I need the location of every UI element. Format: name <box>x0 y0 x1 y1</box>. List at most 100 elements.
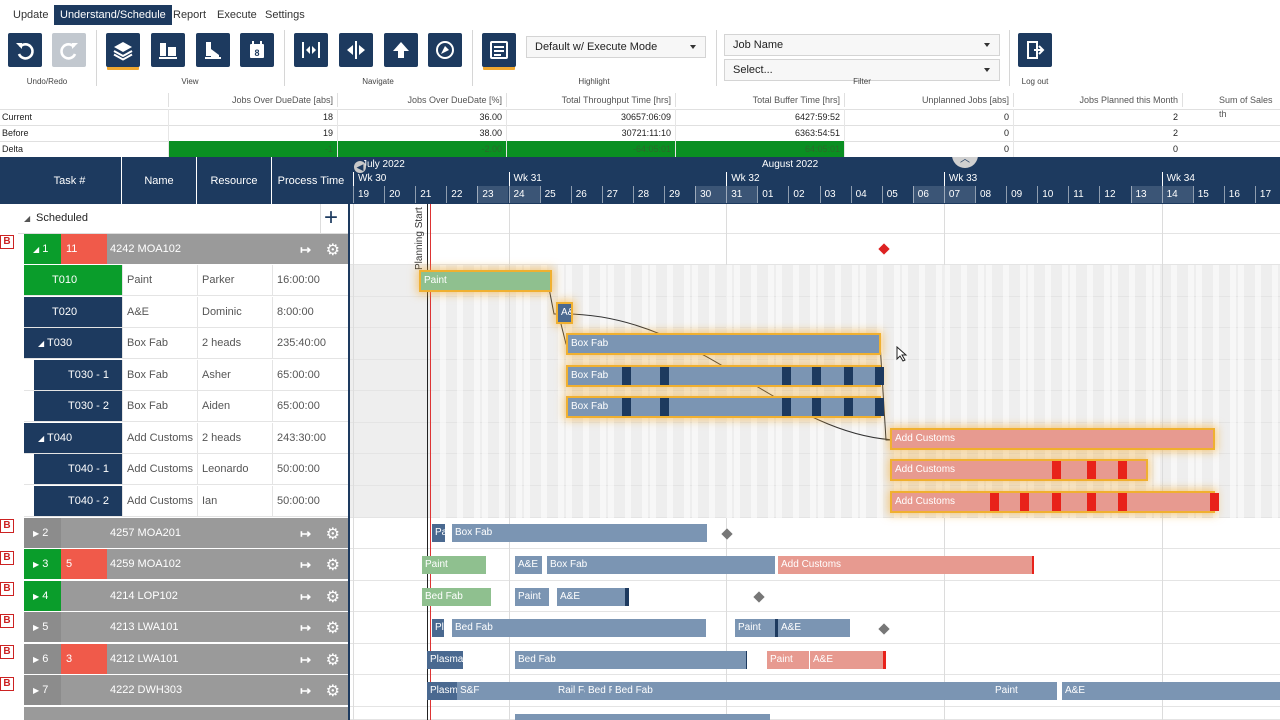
highlight-button[interactable] <box>482 33 516 67</box>
gantt-bar-paint[interactable]: Paint <box>421 272 550 290</box>
gear-icon[interactable]: ⚙ <box>325 652 340 669</box>
column-header-resource[interactable]: Resource <box>197 157 272 204</box>
expand-triangle-icon[interactable]: ▶ <box>33 655 40 664</box>
redo-button[interactable] <box>52 33 86 67</box>
expand-triangle-icon[interactable]: ▶ <box>33 623 40 632</box>
move-to-icon[interactable]: ↦ <box>300 557 311 572</box>
gantt-bar[interactable]: S&F <box>457 682 555 700</box>
tab-execute[interactable]: Execute <box>217 9 257 21</box>
collapse-triangle-icon[interactable]: ◢ <box>24 214 31 223</box>
scheduled-group-row[interactable]: ◢ Scheduled + <box>18 204 350 234</box>
gantt-bar[interactable]: A&E <box>810 651 883 669</box>
gantt-bar[interactable]: A&E <box>557 588 625 606</box>
expand-triangle-icon[interactable]: ▶ <box>33 592 40 601</box>
job-row[interactable]: ▶ 5 4213 LWA101 ↦ ⚙ <box>24 612 348 643</box>
gantt-bar[interactable]: Bed Fab <box>422 588 491 606</box>
gantt-bar[interactable]: Box Fab <box>452 524 707 542</box>
expand-triangle-icon[interactable]: ▶ <box>33 686 40 695</box>
tab-report[interactable]: Report <box>173 9 207 21</box>
move-to-icon[interactable]: ↦ <box>300 242 311 257</box>
task-row[interactable]: T030 - 2 Box Fab Aiden 65:00:00 <box>24 391 348 422</box>
expand-button[interactable] <box>339 33 373 67</box>
gantt-bar-boxfab-2[interactable]: Box Fab <box>568 398 879 416</box>
task-row[interactable]: ◢ T030 Box Fab 2 heads 235:40:00 <box>24 328 348 359</box>
calendar-view-button[interactable]: 8 <box>240 33 274 67</box>
filter-field-dropdown[interactable]: Job Name <box>724 34 1000 56</box>
collapse-header-icon[interactable]: ︿ <box>952 157 978 168</box>
gantt-bar[interactable]: Rail Fa <box>555 682 585 700</box>
task-row[interactable]: T040 - 2 Add Customs Ian 50:00:00 <box>24 486 348 517</box>
resource-view-button[interactable] <box>196 33 230 67</box>
expand-triangle-icon[interactable]: ▶ <box>33 560 40 569</box>
column-header-process-time[interactable]: Process Time <box>272 157 350 204</box>
job-row[interactable]: ◢ 1 11 4242 MOA102 ↦ ⚙ <box>24 234 348 265</box>
machines-view-button[interactable] <box>151 33 185 67</box>
gantt-bar[interactable]: Pa <box>432 524 445 542</box>
gear-icon[interactable]: ⚙ <box>325 557 340 574</box>
collapse-button[interactable] <box>294 33 328 67</box>
gantt-bar-boxfab-1[interactable]: Box Fab <box>568 367 879 385</box>
expand-triangle-icon[interactable]: ▶ <box>33 529 40 538</box>
move-to-icon[interactable]: ↦ <box>300 526 311 541</box>
gantt-bar[interactable]: Paint <box>992 682 1057 700</box>
highlight-mode-dropdown[interactable]: Default w/ Execute Mode <box>526 36 706 58</box>
gear-icon[interactable]: ⚙ <box>325 620 340 637</box>
task-row[interactable]: T030 - 1 Box Fab Asher 65:00:00 <box>24 360 348 391</box>
gantt-bar[interactable]: Bed Fab <box>612 682 992 700</box>
gear-icon[interactable]: ⚙ <box>325 589 340 606</box>
gantt-bar-ae[interactable]: A&E <box>558 304 571 322</box>
gantt-bar[interactable]: Pl <box>432 619 444 637</box>
gantt-bar[interactable]: Bed Fab <box>515 651 746 669</box>
gantt-bar-boxfab[interactable]: Box Fab <box>568 335 879 353</box>
job-row[interactable] <box>24 707 348 720</box>
column-header-task[interactable]: Task # <box>18 157 122 204</box>
move-to-icon[interactable]: ↦ <box>300 589 311 604</box>
go-top-button[interactable] <box>384 33 418 67</box>
job-row[interactable]: ▶ 4 4214 LOP102 ↦ ⚙ <box>24 581 348 612</box>
add-job-button[interactable]: + <box>324 204 339 231</box>
expand-triangle-icon[interactable]: ◢ <box>33 245 40 254</box>
gear-icon[interactable]: ⚙ <box>325 242 340 259</box>
move-to-icon[interactable]: ↦ <box>300 620 311 635</box>
undo-button[interactable] <box>8 33 42 67</box>
gantt-chart[interactable]: July 2022 August 2022 ◀ ︿ Wk 30 Wk 31 Wk 3… <box>350 157 1280 720</box>
scroll-left-icon[interactable]: ◀ <box>354 161 366 173</box>
gantt-bar[interactable]: Add Customs <box>778 556 1032 574</box>
gantt-bar[interactable]: Paint <box>422 556 486 574</box>
task-row[interactable]: T020 A&E Dominic 8:00:00 <box>24 297 348 328</box>
gantt-bar[interactable]: Paint <box>515 588 549 606</box>
gantt-bar[interactable]: Bed F <box>585 682 612 700</box>
task-row[interactable]: ◢ T040 Add Customs 2 heads 243:30:00 <box>24 423 348 454</box>
gantt-bar[interactable]: Plasm <box>427 682 457 700</box>
collapse-triangle-icon[interactable]: ◢ <box>38 434 45 443</box>
job-row[interactable]: ▶ 7 4222 DWH303 ↦ ⚙ <box>24 675 348 706</box>
gantt-bar[interactable]: A&E <box>515 556 542 574</box>
gantt-bar[interactable]: Bed Fab <box>452 619 706 637</box>
move-to-icon[interactable]: ↦ <box>300 683 311 698</box>
task-row[interactable]: T040 - 1 Add Customs Leonardo 50:00:00 <box>24 454 348 485</box>
move-to-icon[interactable]: ↦ <box>300 652 311 667</box>
job-row[interactable]: ▶ 2 4257 MOA201 ↦ ⚙ <box>24 518 348 549</box>
task-row[interactable]: T010 Paint Parker 16:00:00 <box>24 265 348 296</box>
tab-settings[interactable]: Settings <box>265 9 305 21</box>
gantt-bar-customs-1[interactable]: Add Customs <box>892 461 1146 479</box>
job-row[interactable]: ▶ 6 3 4212 LWA101 ↦ ⚙ <box>24 644 348 675</box>
gantt-bar[interactable]: Paint <box>767 651 809 669</box>
gantt-bar[interactable]: Paint <box>735 619 775 637</box>
gantt-bar[interactable]: Plasma <box>427 651 463 669</box>
gantt-bar[interactable]: A&E <box>778 619 850 637</box>
column-header-name[interactable]: Name <box>122 157 197 204</box>
gear-icon[interactable]: ⚙ <box>325 526 340 543</box>
tab-understand-schedule[interactable]: Understand/Schedule <box>54 5 172 25</box>
gantt-bar[interactable]: A&E <box>1062 682 1280 700</box>
locate-button[interactable] <box>428 33 462 67</box>
gear-icon[interactable]: ⚙ <box>325 683 340 700</box>
gantt-bar[interactable] <box>515 714 770 720</box>
gantt-bar-customs[interactable]: Add Customs <box>892 430 1213 448</box>
tab-update[interactable]: Update <box>13 9 49 21</box>
layers-view-button[interactable] <box>106 33 140 67</box>
collapse-triangle-icon[interactable]: ◢ <box>38 339 45 348</box>
logout-button[interactable] <box>1018 33 1052 67</box>
filter-value-dropdown[interactable]: Select... <box>724 59 1000 81</box>
job-row[interactable]: ▶ 3 5 4259 MOA102 ↦ ⚙ <box>24 549 348 580</box>
